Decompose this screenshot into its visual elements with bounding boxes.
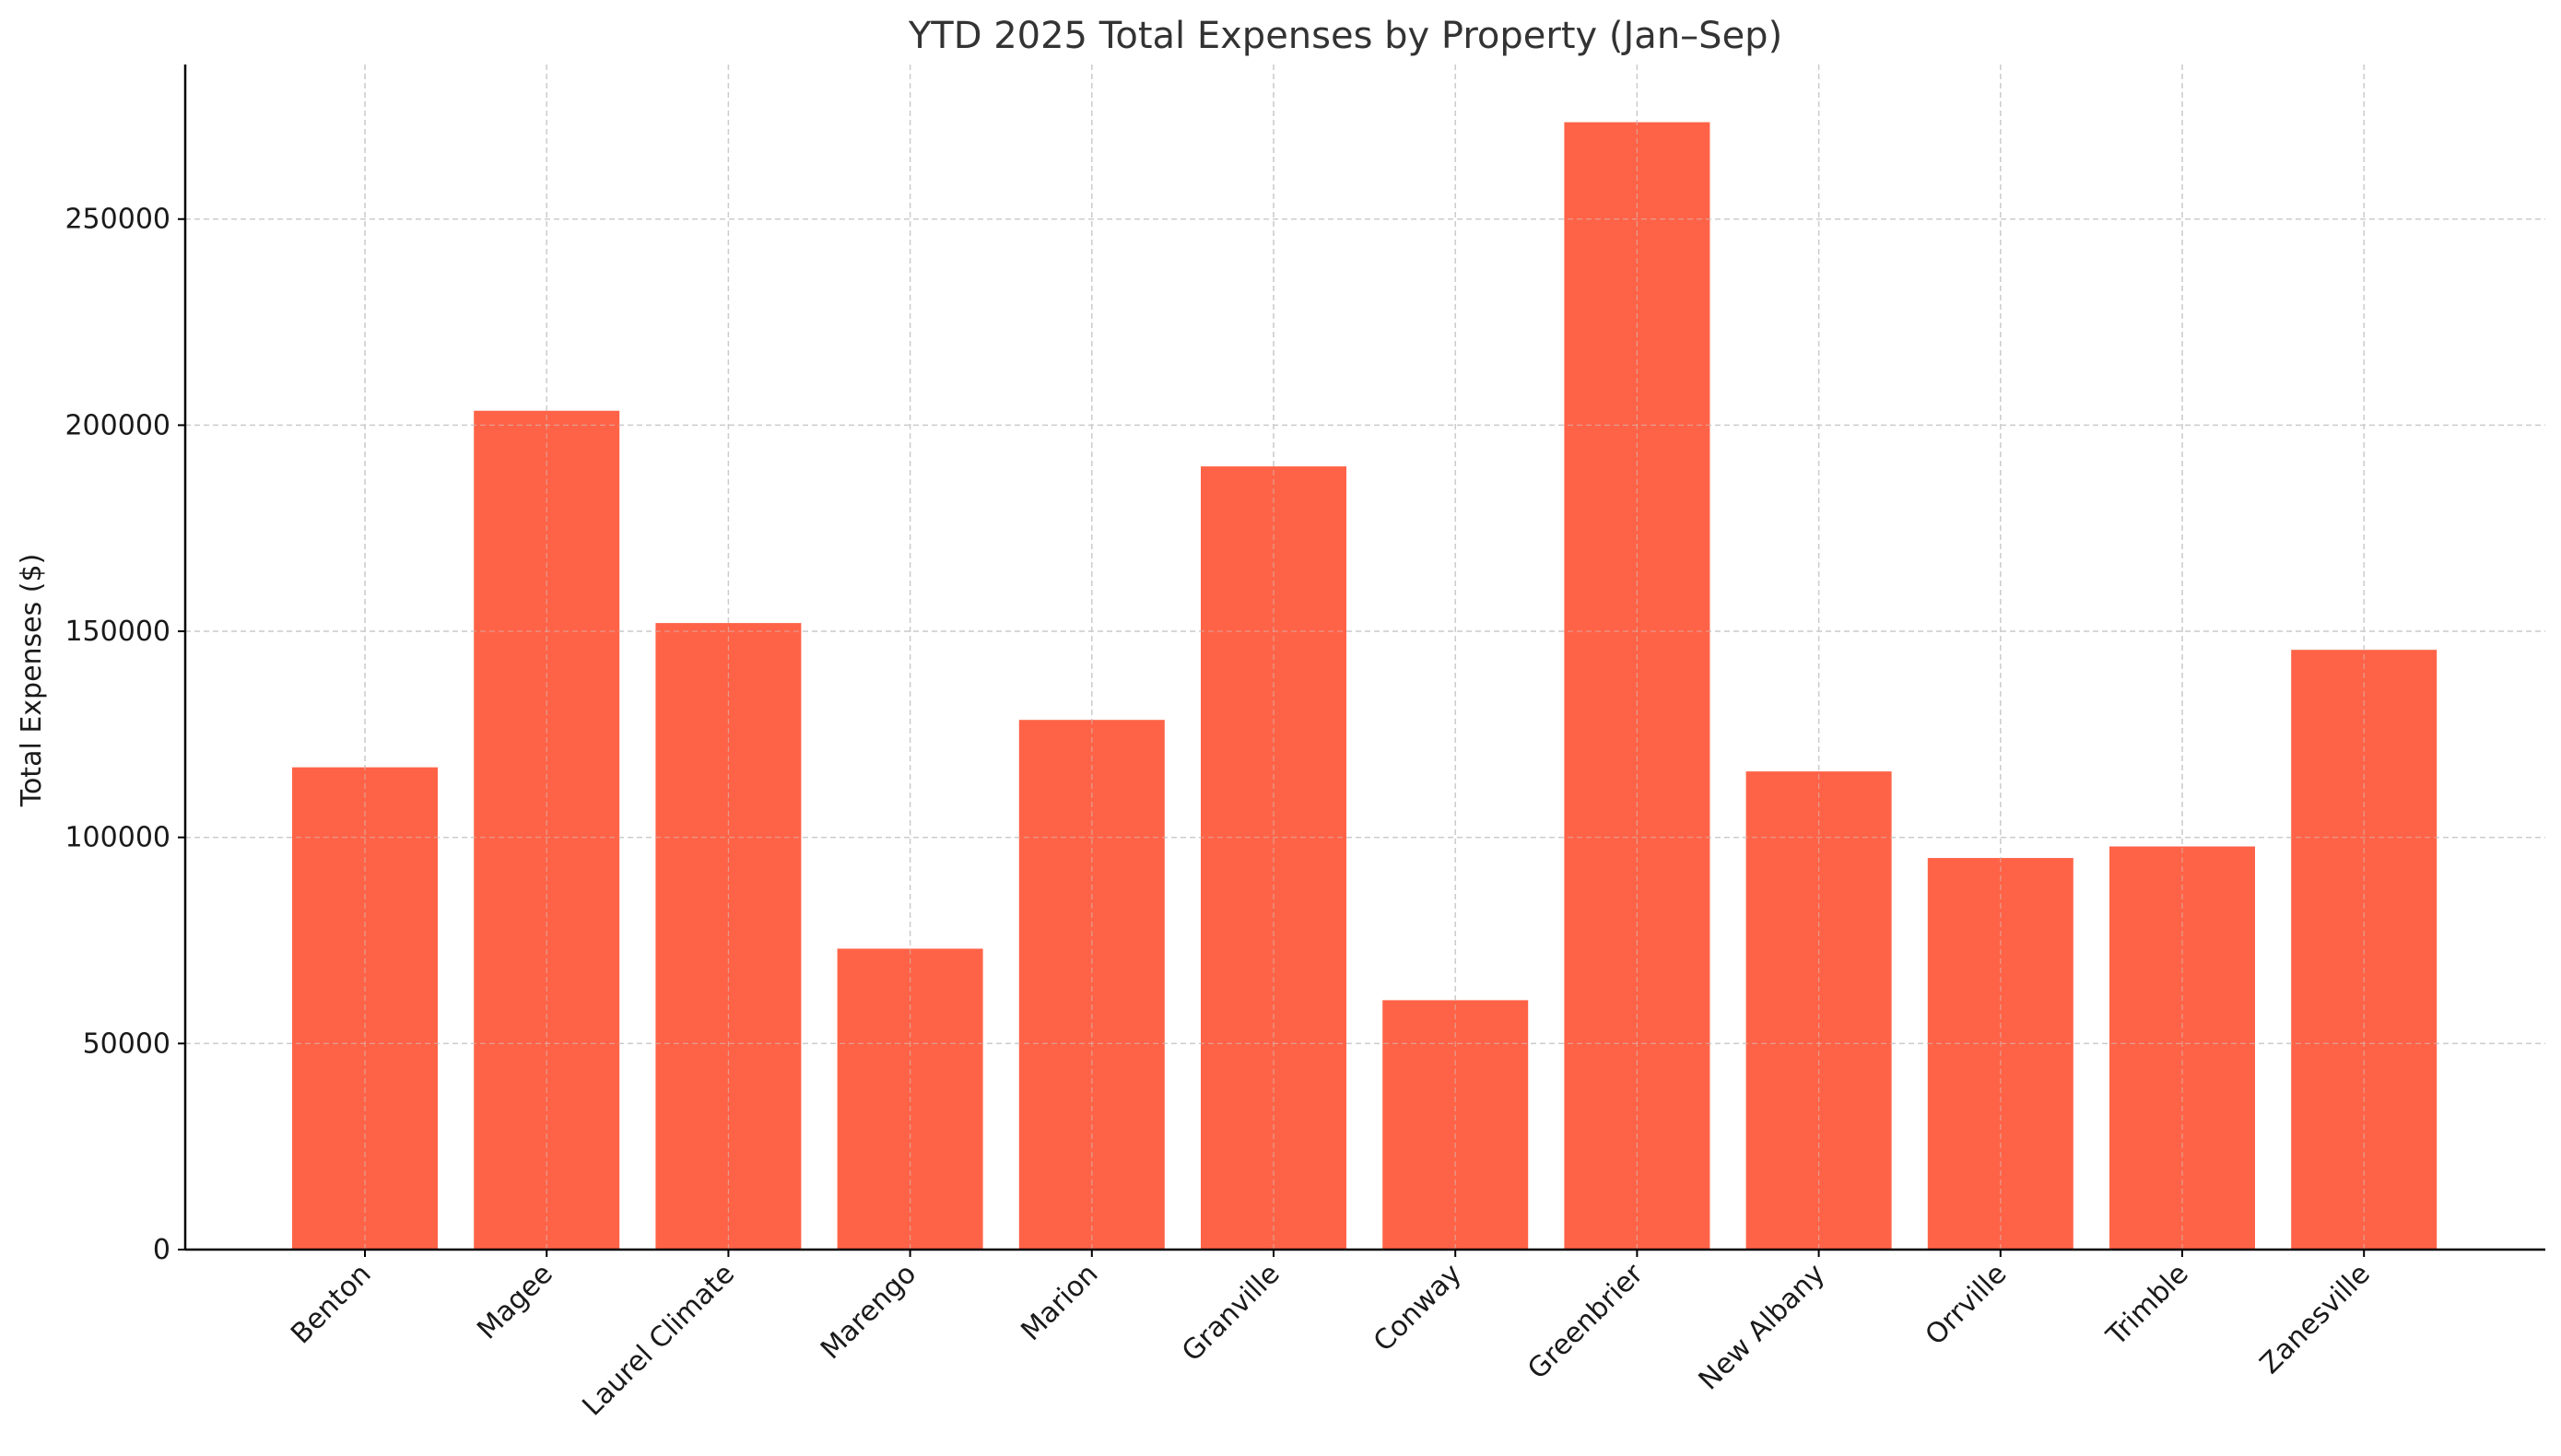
x-tick-label: Trimble (2100, 1258, 2195, 1353)
x-tick-label: Orrville (1920, 1258, 2014, 1352)
x-tick-label: Marengo (815, 1258, 922, 1366)
x-tick-label: Benton (285, 1258, 378, 1351)
x-tick-label: Conway (1368, 1258, 1468, 1358)
y-tick-label: 150000 (65, 616, 170, 648)
x-tick-label: Zanesville (2254, 1258, 2377, 1380)
y-axis-label: Total Expenses ($) (16, 554, 48, 808)
x-tick-label: Greenbrier (1521, 1257, 1650, 1385)
x-ticks: Benton Magee Laurel Climate Marengo Marion Gr… (285, 1250, 2377, 1422)
y-tick-label: 100000 (65, 822, 170, 854)
axes (183, 65, 2545, 1251)
x-tick-label: New Albany (1693, 1258, 1832, 1397)
y-tick-label: 250000 (65, 204, 170, 236)
x-tick-label: Laurel Climate (576, 1258, 741, 1423)
x-tick-label: Magee (471, 1258, 559, 1346)
bar-marion (1018, 720, 1165, 1250)
x-tick-label: Marion (1015, 1258, 1104, 1347)
y-tick-label: 0 (153, 1234, 170, 1266)
y-tick-label: 50000 (83, 1027, 170, 1060)
bars (292, 122, 2438, 1251)
y-ticks: 0 50000 100000 150000 200000 250000 (65, 204, 185, 1266)
chart-title: YTD 2025 Total Expenses by Property (Jan… (908, 15, 1782, 57)
y-tick-label: 200000 (65, 409, 170, 441)
x-tick-label: Granville (1176, 1258, 1286, 1368)
